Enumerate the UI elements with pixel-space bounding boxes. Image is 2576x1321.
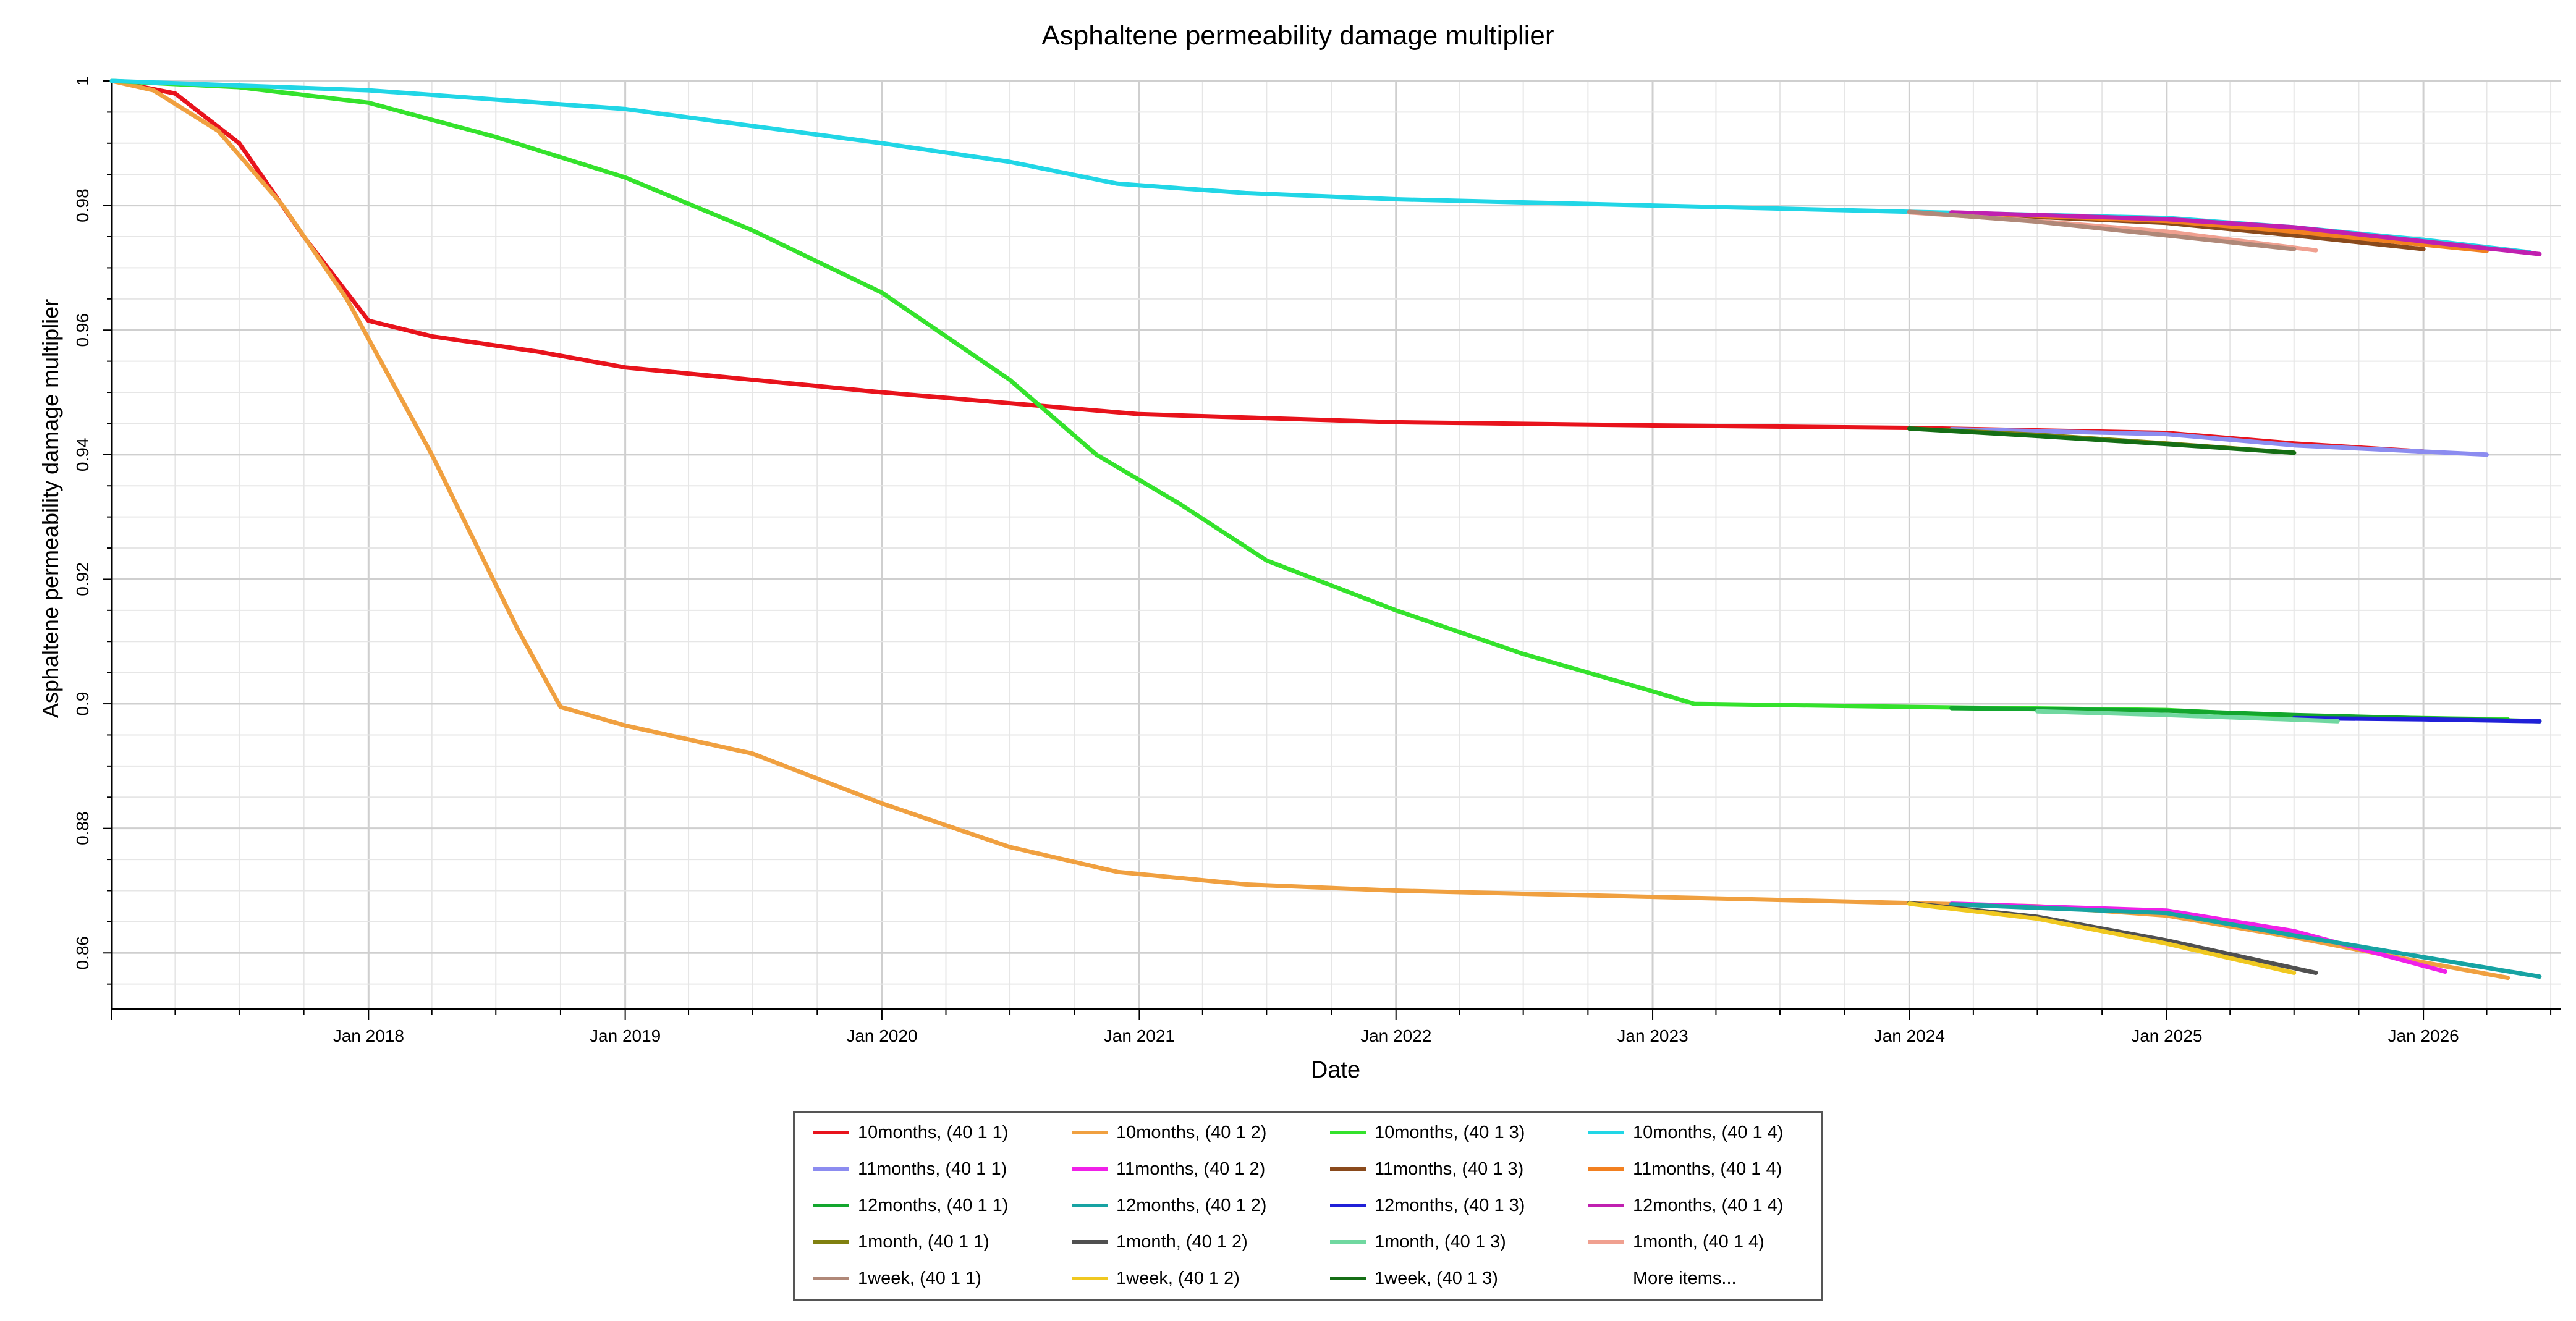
legend-swatch (1588, 1204, 1624, 1207)
legend-label: 10months, (40 1 1) (858, 1122, 1009, 1142)
legend-item: 1month, (40 1 2) (1072, 1230, 1248, 1254)
y-tick-label: 0.88 (73, 811, 92, 845)
legend-swatch (1072, 1277, 1108, 1280)
x-tick-label: Jan 2019 (590, 1026, 661, 1045)
legend-item: 1month, (40 1 4) (1588, 1230, 1765, 1254)
legend-item: 11months, (40 1 3) (1330, 1157, 1523, 1181)
legend-label: 1month, (40 1 4) (1633, 1231, 1765, 1252)
legend-swatch (1330, 1131, 1366, 1134)
legend-label: 12months, (40 1 1) (858, 1195, 1009, 1215)
y-tick-label: 1 (73, 76, 92, 86)
legend-label: 12months, (40 1 3) (1375, 1195, 1525, 1215)
legend-item: 12months, (40 1 4) (1588, 1193, 1783, 1218)
legend-label: 12months, (40 1 2) (1116, 1195, 1267, 1215)
legend-label: 11months, (40 1 1) (858, 1159, 1007, 1179)
x-tick-label: Jan 2020 (846, 1026, 917, 1045)
legend-label: 12months, (40 1 4) (1633, 1195, 1784, 1215)
series-line (2035, 709, 2340, 724)
series-line (1949, 902, 2542, 979)
series-layer (109, 78, 2542, 981)
legend-label: 1week, (40 1 2) (1116, 1268, 1240, 1288)
legend-swatch (1588, 1167, 1624, 1171)
legend-swatch (813, 1131, 849, 1134)
legend-label: 11months, (40 1 3) (1375, 1159, 1524, 1179)
legend-swatch (1330, 1277, 1366, 1280)
series-line (1907, 426, 2297, 455)
x-tick-label: Jan 2026 (2388, 1026, 2459, 1045)
y-tick-label: 0.86 (73, 936, 92, 970)
y-axis-label: Asphaltene permeability damage multiplie… (38, 299, 63, 718)
legend-swatch (1330, 1167, 1366, 1171)
chart-title: Asphaltene permeability damage multiplie… (1041, 20, 1554, 51)
legend-swatch (813, 1240, 849, 1244)
legend-label: 1week, (40 1 3) (1375, 1268, 1498, 1288)
legend-label: 10months, (40 1 2) (1116, 1122, 1267, 1142)
legend-more-items-link[interactable]: More items... (1633, 1268, 1737, 1288)
legend-label: 1month, (40 1 2) (1116, 1231, 1248, 1252)
legend-swatch (1588, 1131, 1624, 1134)
y-tick-label: 0.96 (73, 313, 92, 347)
series-line (109, 78, 2510, 722)
legend-item: 11months, (40 1 4) (1588, 1157, 1782, 1181)
series-line (1949, 210, 2542, 256)
y-tick-label: 0.92 (73, 562, 92, 596)
legend-swatch (1072, 1204, 1108, 1207)
legend-label: 11months, (40 1 4) (1633, 1159, 1782, 1179)
legend-swatch (813, 1167, 849, 1171)
legend-label: 1week, (40 1 1) (858, 1268, 981, 1288)
legend-swatch (1330, 1204, 1366, 1207)
series-line (109, 78, 2426, 454)
legend-label: 11months, (40 1 2) (1116, 1159, 1266, 1179)
series-line (1907, 901, 2297, 975)
y-tick-label: 0.98 (73, 188, 92, 222)
axis-layer: 1 0.98 0.96 0.94 0.92 0.9 0.88 0.86 Jan 2018 Jan … (73, 76, 2561, 1045)
legend-swatch (813, 1204, 849, 1207)
legend-item: 12months, (40 1 3) (1330, 1193, 1525, 1218)
series-line (2292, 715, 2542, 724)
legend-swatch (1588, 1240, 1624, 1244)
legend-swatch (1072, 1240, 1108, 1244)
legend-label: 10months, (40 1 4) (1633, 1122, 1784, 1142)
series-line (1949, 427, 2489, 457)
legend-item: 10months, (40 1 1) (813, 1120, 1008, 1145)
legend-item: 12months, (40 1 2) (1072, 1193, 1266, 1218)
legend-item: 1month, (40 1 1) (813, 1230, 989, 1254)
legend-item: 10months, (40 1 3) (1330, 1120, 1525, 1145)
legend-item: 12months, (40 1 1) (813, 1193, 1008, 1218)
x-tick-label: Jan 2022 (1360, 1026, 1431, 1045)
legend-item: 1week, (40 1 2) (1072, 1266, 1240, 1291)
x-tick-label: Jan 2023 (1617, 1026, 1688, 1045)
x-tick-label: Jan 2018 (333, 1026, 404, 1045)
legend-item: 1week, (40 1 1) (813, 1266, 981, 1291)
legend-swatch (813, 1277, 849, 1280)
legend-item: 10months, (40 1 4) (1588, 1120, 1783, 1145)
x-tick-label: Jan 2021 (1104, 1026, 1175, 1045)
legend-swatch (1072, 1167, 1108, 1171)
legend-swatch (1072, 1131, 1108, 1134)
legend-item: 11months, (40 1 1) (813, 1157, 1007, 1181)
x-tick-label: Jan 2025 (2131, 1026, 2202, 1045)
chart-legend: More items... 10months, (40 1 1) 10months… (793, 1111, 1823, 1301)
legend-label: 1month, (40 1 3) (1375, 1231, 1506, 1252)
legend-item: 11months, (40 1 2) (1072, 1157, 1265, 1181)
y-tick-label: 0.94 (73, 438, 92, 472)
legend-swatch (1330, 1240, 1366, 1244)
x-axis-label: Date (1311, 1057, 1360, 1083)
y-tick-label: 0.9 (73, 692, 92, 716)
series-line (1907, 209, 2297, 251)
legend-item: 10months, (40 1 2) (1072, 1120, 1266, 1145)
grid-layer (111, 80, 2561, 1009)
legend-label: 10months, (40 1 3) (1375, 1122, 1525, 1142)
x-tick-label: Jan 2024 (1874, 1026, 1945, 1045)
legend-label: 1month, (40 1 1) (858, 1231, 989, 1252)
legend-item: 1week, (40 1 3) (1330, 1266, 1498, 1291)
legend-item: 1month, (40 1 3) (1330, 1230, 1506, 1254)
